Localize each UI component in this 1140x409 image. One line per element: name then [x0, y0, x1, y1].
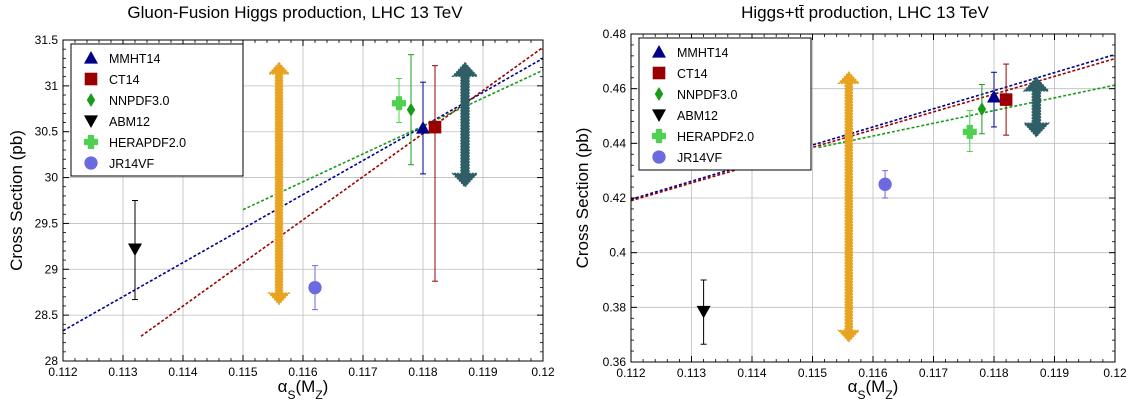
x-tick-label: 0.119	[468, 365, 497, 379]
legend-marker-abm12	[652, 109, 666, 122]
fit-line-ct14	[140, 46, 543, 337]
x-tick-label: 0.114	[168, 365, 197, 379]
data-point-abm12	[696, 305, 711, 319]
legend-marker-mmht14	[84, 51, 98, 64]
data-point-herapdf2-0	[392, 96, 406, 111]
x-tick-label: 0.116	[288, 365, 317, 379]
legend-box	[70, 43, 244, 177]
legend-label-jr14vf: JR14VF	[109, 157, 155, 171]
chart-title: Gluon-Fusion Higgs production, LHC 13 Te…	[127, 3, 463, 22]
legend-label-herapdf2-0: HERAPDF2.0	[109, 136, 186, 150]
legend-label-mmht14: MMHT14	[109, 52, 160, 66]
data-point-mmht14	[416, 121, 430, 134]
legend-marker-ct14	[84, 72, 98, 86]
legend-marker-jr14vf	[84, 156, 98, 170]
uncertainty-arrow-orange	[837, 71, 861, 343]
legend-marker-herapdf2-0	[652, 129, 666, 144]
legend-marker-herapdf2-0	[84, 135, 98, 150]
y-tick-label: 0.4	[609, 246, 626, 260]
plot-content	[63, 46, 543, 337]
data-point-nnpdf3-0	[977, 102, 987, 117]
y-tick-label: 0.46	[603, 82, 627, 96]
y-tick-label: 0.38	[603, 300, 627, 314]
y-tick-label: 0.36	[603, 355, 627, 369]
y-axis-label: Cross Section (pb)	[7, 130, 26, 271]
legend-marker-nnpdf3-0	[654, 87, 664, 101]
y-tick-label: 30	[45, 171, 59, 185]
x-axis-label: αS(MZ)	[848, 377, 899, 402]
y-tick-label: 0.44	[603, 136, 627, 150]
x-tick-label: 0.113	[677, 366, 706, 380]
x-tick-label: 0.12	[531, 365, 555, 379]
x-tick-label: 0.115	[798, 366, 827, 380]
chart-gluon-fusion: 0.112 0.113 0.114 0.115 0.116 0.117 0.118 0.119…	[7, 3, 555, 402]
legend-marker-mmht14	[652, 45, 666, 58]
x-tick-label: 0.116	[858, 366, 887, 380]
data-point-ct14	[428, 120, 442, 134]
legend: MMHT14 CT14 NNPDF3.0 ABM12 HERAPDF2.0 JR14VF	[70, 43, 244, 177]
legend-marker-ct14	[652, 66, 666, 80]
x-tick-label: 0.113	[108, 365, 137, 379]
data-point-jr14vf	[308, 280, 322, 295]
uncertainty-arrow-teal	[451, 61, 479, 188]
plot-frame	[62, 39, 544, 362]
x-tick-label: 0.112	[48, 365, 77, 379]
y-tick-label: 0.48	[603, 27, 627, 41]
y-tick-label: 29.5	[35, 216, 59, 230]
chart-higgs-ttbar: 0.112 0.113 0.114 0.115 0.116 0.117 0.118 0.119…	[573, 3, 1127, 402]
x-tick-label: 0.12	[1103, 366, 1127, 380]
legend-box	[638, 37, 812, 171]
y-axis-label: Cross Section (pb)	[573, 128, 592, 269]
legend-label-herapdf2-0: HERAPDF2.0	[677, 130, 754, 144]
legend-label-abm12: ABM12	[109, 115, 150, 129]
fit-line-mmht14	[631, 53, 1115, 201]
legend-label-abm12: ABM12	[677, 109, 718, 123]
uncertainty-arrow-orange	[267, 61, 291, 306]
x-tick-label: 0.117	[919, 366, 948, 380]
legend-label-nnpdf3-0: NNPDF3.0	[109, 94, 169, 108]
chart-title: Higgs+tt̄ production, LHC 13 TeV	[741, 3, 989, 22]
y-tick-label: 31.5	[35, 33, 59, 47]
legend-marker-abm12	[84, 115, 98, 128]
x-tick-label: 0.118	[979, 366, 1008, 380]
data-point-nnpdf3-0	[406, 102, 416, 117]
x-tick-label: 0.118	[408, 365, 437, 379]
x-axis-label: αS(MZ)	[278, 377, 329, 402]
y-tick-label: 28.5	[35, 308, 59, 322]
legend-marker-nnpdf3-0	[86, 93, 96, 107]
y-tick-label: 31	[45, 79, 59, 93]
fit-line-nnpdf3-0	[818, 84, 1115, 149]
y-tick-label: 30.5	[35, 125, 59, 139]
x-tick-label: 0.112	[616, 366, 645, 380]
x-tick-label: 0.119	[1040, 366, 1069, 380]
data-point-herapdf2-0	[962, 124, 977, 139]
data-point-jr14vf	[878, 177, 892, 191]
x-tick-label: 0.114	[737, 366, 766, 380]
data-point-mmht14	[987, 89, 1001, 103]
fit-line-nnpdf3-0	[242, 69, 543, 211]
plot-frame	[630, 33, 1116, 363]
data-point-abm12	[128, 243, 142, 257]
legend-marker-jr14vf	[652, 150, 666, 164]
x-tick-label: 0.115	[228, 365, 257, 379]
legend: MMHT14 CT14 NNPDF3.0 ABM12 HERAPDF2.0 JR14VF	[638, 37, 812, 171]
y-tick-label: 28	[45, 354, 59, 368]
plot-content	[631, 53, 1115, 345]
legend-label-ct14: CT14	[677, 67, 708, 81]
uncertainty-arrow-teal	[1022, 76, 1051, 138]
y-tick-label: 29	[45, 262, 59, 276]
legend-label-mmht14: MMHT14	[677, 46, 728, 60]
data-point-ct14	[999, 93, 1013, 106]
legend-label-nnpdf3-0: NNPDF3.0	[677, 88, 737, 102]
legend-label-jr14vf: JR14VF	[677, 151, 723, 165]
x-tick-label: 0.117	[348, 365, 377, 379]
fit-line-mmht14	[63, 57, 543, 332]
y-tick-label: 0.42	[603, 191, 627, 205]
legend-label-ct14: CT14	[109, 73, 140, 87]
